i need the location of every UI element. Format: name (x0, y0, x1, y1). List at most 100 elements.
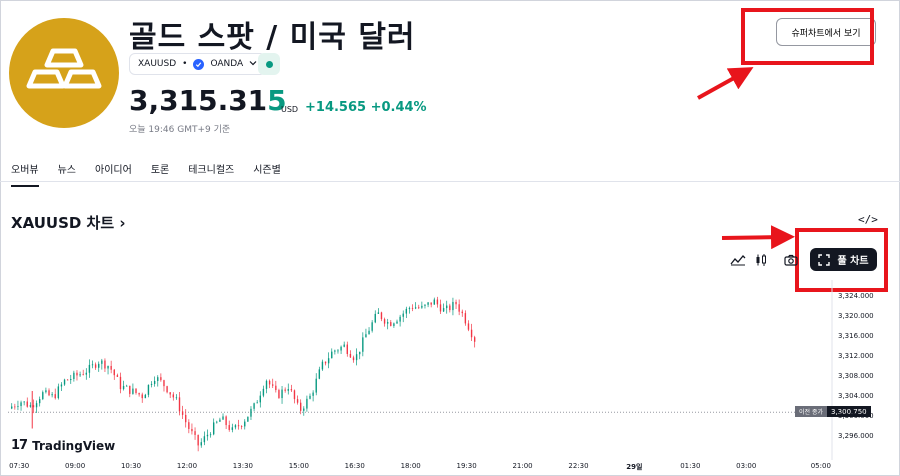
embed-code-icon[interactable]: </> (858, 213, 878, 226)
candle-body (396, 321, 398, 324)
candle-body (178, 397, 181, 412)
market-status-badge[interactable] (258, 53, 280, 75)
previous-close-marker: 이전 종가 3,300.750 (795, 406, 871, 417)
candle-body (442, 308, 445, 312)
candle (107, 365, 109, 375)
chart-section-title[interactable]: XAUUSD 차트 › (11, 212, 126, 233)
candle (402, 310, 404, 323)
candle (324, 361, 327, 366)
candle-body (228, 425, 230, 430)
price-chart[interactable] (0, 280, 900, 476)
candle (203, 431, 206, 446)
candle (153, 376, 156, 387)
candle-body (51, 394, 53, 396)
candle (17, 400, 19, 411)
candle (240, 425, 243, 430)
candle-body (244, 421, 246, 427)
candle-body (104, 360, 106, 369)
candle-body (185, 414, 187, 423)
y-tick-label: 3,316.000 (838, 332, 874, 340)
full-chart-button[interactable]: 풀 차트 (810, 248, 877, 271)
candle (290, 384, 293, 392)
candle-body (212, 422, 215, 435)
candle-body (284, 389, 286, 391)
candle (383, 317, 386, 327)
tab-news[interactable]: 뉴스 (57, 165, 77, 176)
tab-overview[interactable]: 오버뷰 (11, 161, 39, 187)
candle (467, 320, 470, 332)
candle-body (38, 399, 41, 404)
candle-body (272, 384, 274, 386)
candle-body (82, 374, 84, 376)
candle-body (54, 394, 56, 399)
candle-body (290, 389, 293, 391)
tradingview-logo-icon: 17 (11, 438, 28, 453)
candle-body (76, 372, 78, 376)
tab-discussion[interactable]: 토론 (150, 165, 170, 176)
candle (268, 379, 271, 389)
current-price: 3,315.315 (129, 84, 287, 117)
candle-body (153, 380, 156, 384)
candle (147, 384, 150, 398)
candle-body (234, 425, 237, 428)
y-tick-label: 3,304.000 (838, 392, 874, 400)
chart-title-text: XAUUSD 차트 (11, 214, 115, 232)
candle-body (343, 344, 345, 347)
candle (23, 401, 25, 406)
candle-body (318, 369, 321, 379)
candle-body (265, 380, 268, 389)
x-tick-label: 09:00 (65, 462, 86, 470)
candles-button[interactable] (750, 250, 772, 270)
candle-body (35, 403, 38, 408)
candle (197, 434, 199, 452)
candle (185, 409, 187, 428)
candle-body (427, 302, 429, 305)
y-tick-label: 3,320.000 (838, 312, 874, 320)
candle-body (452, 301, 454, 311)
candle (368, 327, 370, 335)
symbol-selector[interactable]: XAUUSD • OANDA (129, 53, 267, 75)
candle (45, 387, 47, 394)
candle (26, 397, 28, 408)
candle (178, 391, 181, 416)
candle-body (455, 301, 457, 305)
candle-body (256, 402, 258, 404)
candle-body (222, 416, 224, 420)
candle-body (138, 392, 140, 395)
tab-seasonals[interactable]: 시즌별 (253, 165, 281, 176)
view-in-supercharts-button[interactable]: 슈퍼차트에서 보기 (776, 18, 876, 46)
candle-body (147, 384, 150, 395)
y-tick-label: 3,324.000 (838, 292, 874, 300)
candle-body (250, 408, 252, 417)
screenshot-button[interactable] (780, 250, 802, 270)
candle (212, 418, 215, 436)
annotation-box-supercharts (741, 8, 874, 65)
candle-body (88, 364, 91, 373)
candle (380, 311, 383, 322)
fullscreen-icon (818, 253, 831, 266)
candle (141, 392, 143, 403)
candle (377, 308, 380, 314)
area-chart-button[interactable] (727, 250, 749, 270)
x-tick-label: 07:30 (9, 462, 30, 470)
candle-body (337, 350, 339, 352)
candle (331, 348, 333, 359)
candle (76, 370, 78, 381)
candle-body (461, 311, 463, 314)
candle-body (11, 406, 13, 409)
candle (200, 438, 202, 448)
candle (91, 360, 94, 369)
candle-body (160, 377, 162, 381)
candle-body (405, 308, 408, 314)
tab-ideas[interactable]: 아이디어 (95, 165, 132, 176)
tab-technicals[interactable]: 테크니컬즈 (188, 165, 235, 176)
candle (455, 299, 457, 310)
candle (188, 419, 190, 434)
candle (129, 385, 131, 398)
candle-body (306, 398, 308, 409)
verified-check-icon (193, 58, 205, 70)
candle (54, 388, 56, 400)
candle-body (433, 299, 435, 305)
y-tick-label: 3,296.000 (838, 432, 874, 440)
candle (60, 382, 63, 391)
